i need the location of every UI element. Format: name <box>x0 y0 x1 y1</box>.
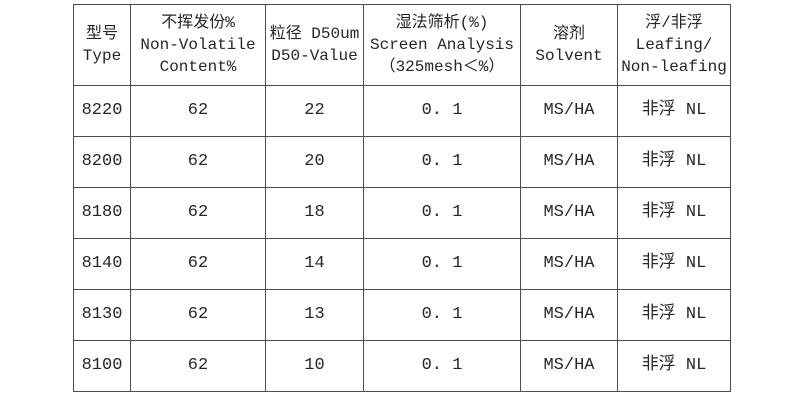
table-row: 8220 62 22 0. 1 MS/HA 非浮 NL <box>73 85 731 137</box>
cell-non-volatile: 62 <box>130 85 266 137</box>
cell-solvent: MS/HA <box>520 340 618 392</box>
header-solvent: 溶剂 Solvent <box>520 4 618 86</box>
table-row: 8140 62 14 0. 1 MS/HA 非浮 NL <box>73 238 731 290</box>
cell-type: 8180 <box>73 187 131 239</box>
header-leafing: 浮/非浮 Leafing/ Non-leafing <box>617 4 731 86</box>
table-row: 8130 62 13 0. 1 MS/HA 非浮 NL <box>73 289 731 341</box>
cell-screen-analysis: 0. 1 <box>363 238 521 290</box>
cell-screen-analysis: 0. 1 <box>363 340 521 392</box>
cell-solvent: MS/HA <box>520 238 618 290</box>
cell-d50: 20 <box>265 136 364 188</box>
cell-non-volatile: 62 <box>130 289 266 341</box>
cell-leafing: 非浮 NL <box>617 136 731 188</box>
product-spec-table: 型号 Type 不挥发份% Non-Volatile Content% 粒径 D… <box>73 4 731 392</box>
cell-screen-analysis: 0. 1 <box>363 136 521 188</box>
table-row: 8180 62 18 0. 1 MS/HA 非浮 NL <box>73 187 731 239</box>
cell-d50: 22 <box>265 85 364 137</box>
cell-leafing: 非浮 NL <box>617 187 731 239</box>
cell-d50: 10 <box>265 340 364 392</box>
cell-type: 8200 <box>73 136 131 188</box>
cell-solvent: MS/HA <box>520 85 618 137</box>
cell-type: 8100 <box>73 340 131 392</box>
cell-solvent: MS/HA <box>520 136 618 188</box>
header-type: 型号 Type <box>73 4 131 86</box>
cell-solvent: MS/HA <box>520 187 618 239</box>
cell-screen-analysis: 0. 1 <box>363 85 521 137</box>
table-row: 8100 62 10 0. 1 MS/HA 非浮 NL <box>73 340 731 392</box>
cell-leafing: 非浮 NL <box>617 340 731 392</box>
cell-screen-analysis: 0. 1 <box>363 289 521 341</box>
cell-type: 8140 <box>73 238 131 290</box>
cell-leafing: 非浮 NL <box>617 238 731 290</box>
cell-non-volatile: 62 <box>130 187 266 239</box>
table-row: 8200 62 20 0. 1 MS/HA 非浮 NL <box>73 136 731 188</box>
cell-screen-analysis: 0. 1 <box>363 187 521 239</box>
cell-type: 8130 <box>73 289 131 341</box>
cell-non-volatile: 62 <box>130 340 266 392</box>
cell-d50: 13 <box>265 289 364 341</box>
cell-non-volatile: 62 <box>130 136 266 188</box>
header-screen-analysis: 湿法筛析(%) Screen Analysis （325mesh＜%） <box>363 4 521 86</box>
table-body: 8220 62 22 0. 1 MS/HA 非浮 NL 8200 62 20 0… <box>73 85 731 392</box>
cell-type: 8220 <box>73 85 131 137</box>
cell-d50: 14 <box>265 238 364 290</box>
cell-d50: 18 <box>265 187 364 239</box>
header-d50: 粒径 D50um D50-Value <box>265 4 364 86</box>
cell-non-volatile: 62 <box>130 238 266 290</box>
header-row: 型号 Type 不挥发份% Non-Volatile Content% 粒径 D… <box>73 4 731 86</box>
cell-leafing: 非浮 NL <box>617 85 731 137</box>
cell-solvent: MS/HA <box>520 289 618 341</box>
cell-leafing: 非浮 NL <box>617 289 731 341</box>
header-non-volatile: 不挥发份% Non-Volatile Content% <box>130 4 266 86</box>
